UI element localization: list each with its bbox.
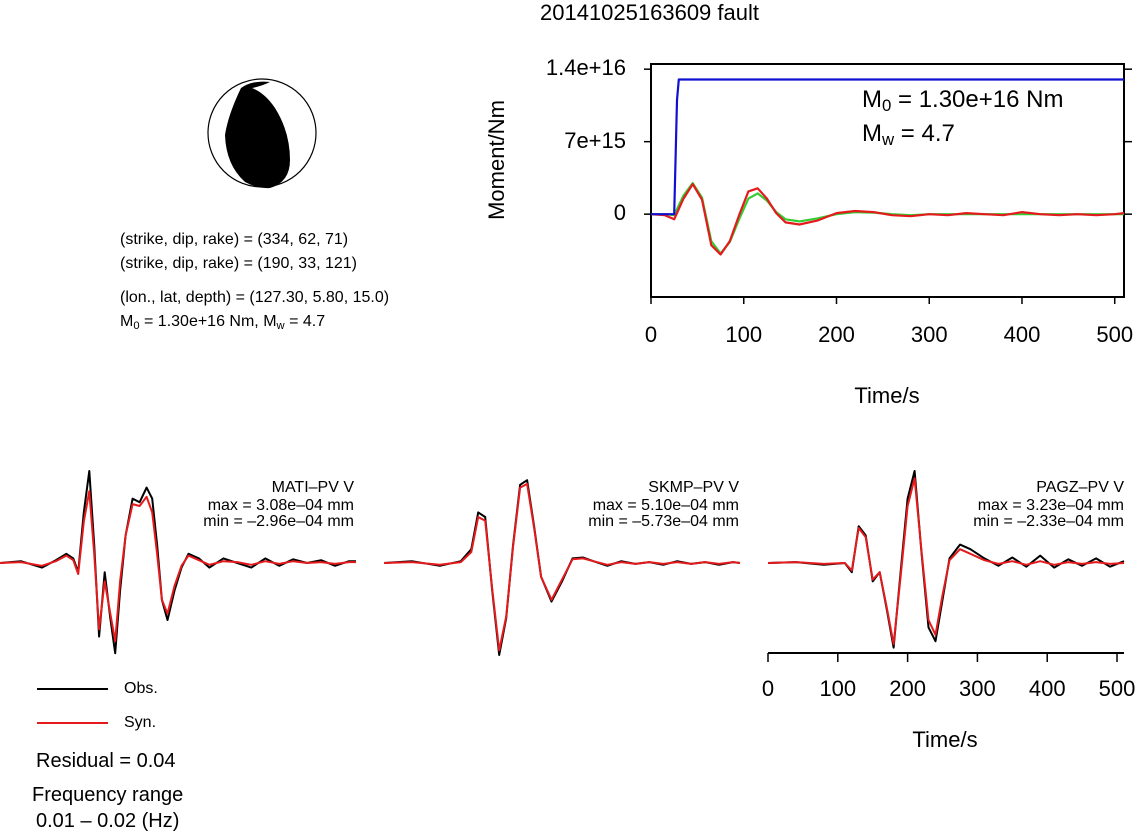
waveform-xtick-label-200: 200 — [889, 676, 926, 701]
moment-series-green — [651, 182, 1124, 255]
event-magnitude: M0 = 1.30e+16 Nm, Mw = 4.7 — [120, 313, 326, 332]
station-1-max: max = 3.08e–04 mm — [207, 497, 354, 514]
waveform-traces — [0, 470, 1125, 656]
moment-xtick-label-0: 0 — [644, 322, 658, 347]
frequency-range-label: Frequency range — [32, 784, 184, 806]
waveform-xlabel: Time/s — [912, 727, 978, 752]
moment-ylabel: Moment/Nm — [484, 100, 509, 220]
legend-obs-label: Obs. — [124, 680, 158, 697]
moment-xtick-label-200: 200 — [818, 322, 855, 347]
station-3-max: max = 3.23e–04 mm — [977, 497, 1124, 514]
waveform-syn-1 — [0, 490, 356, 643]
station-3-min: min = –2.33e–04 mm — [973, 513, 1124, 530]
waveform-xtick-label-0: 0 — [761, 676, 775, 701]
waveform-xtick-label-300: 300 — [959, 676, 996, 701]
station-2-max: max = 5.10e–04 mm — [592, 497, 739, 514]
station-2-name: SKMP–PV V — [648, 479, 739, 496]
residual-label: Residual = 0.04 — [36, 750, 176, 772]
moment-ytick-label-2: 1.4e+16 — [545, 55, 626, 81]
moment-series-red — [650, 183, 1125, 256]
waveform-syn-2 — [383, 482, 741, 652]
moment-frame — [650, 63, 1125, 298]
nodal-plane-1: (strike, dip, rake) = (334, 62, 71) — [120, 231, 349, 248]
moment-xtick-label-100: 100 — [725, 322, 763, 347]
nodal-plane-2: (strike, dip, rake) = (190, 33, 121) — [120, 255, 357, 272]
station-2-min: min = –5.73e–04 mm — [588, 513, 739, 530]
moment-mw-label: Mw = 4.7 — [862, 120, 955, 150]
waveform-obs-3 — [767, 470, 1125, 649]
figure-title: 20141025163609 fault — [540, 0, 759, 25]
beachball-icon — [207, 78, 317, 189]
moment-lines — [650, 78, 1125, 256]
moment-xtick-label-500: 500 — [1096, 322, 1134, 347]
legend-lines — [37, 688, 108, 724]
frequency-range-value: 0.01 – 0.02 (Hz) — [36, 810, 180, 831]
moment-xtick-label-300: 300 — [910, 322, 948, 347]
moment-ytick-label-1: 7e+15 — [564, 127, 626, 153]
waveform-syn-3 — [767, 477, 1125, 645]
station-1-name: MATI–PV V — [271, 479, 354, 496]
moment-ytick-label-0: 0 — [613, 200, 626, 226]
legend-syn-label: Syn. — [124, 714, 157, 731]
waveform-xtick-label-100: 100 — [819, 676, 857, 701]
waveform-xtick-label-500: 500 — [1098, 676, 1136, 701]
station-1-min: min = –2.96e–04 mm — [203, 513, 354, 530]
moment-series-blue — [651, 78, 1124, 216]
moment-xlabel: Time/s — [854, 383, 920, 408]
waveform-xtick-label-400: 400 — [1028, 676, 1066, 701]
waveform-time-axis — [767, 652, 1124, 662]
moment-xtick-label-400: 400 — [1003, 322, 1041, 347]
station-3-name: PAGZ–PV V — [1036, 479, 1124, 496]
event-location: (lon., lat, depth) = (127.30, 5.80, 15.0… — [120, 289, 390, 306]
moment-axes — [644, 63, 1132, 304]
moment-m0-label: M0 = 1.30e+16 Nm — [862, 86, 1064, 116]
